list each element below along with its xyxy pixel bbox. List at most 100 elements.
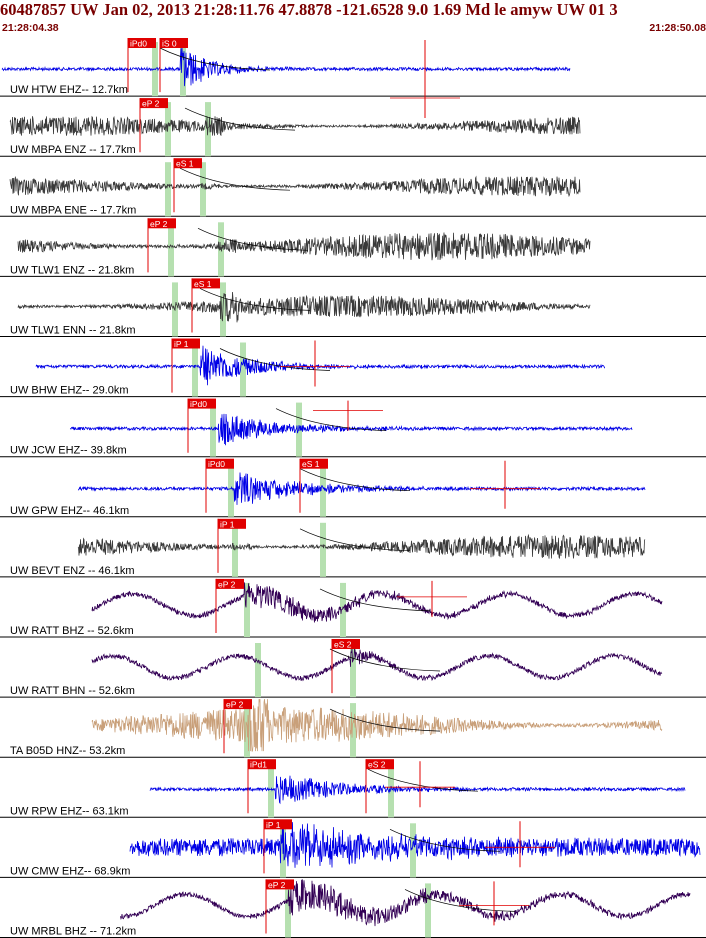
trace-row[interactable]: eP 2 UW TLW1 ENZ -- 21.8km [0,218,706,277]
phase-pick-box[interactable] [218,518,246,529]
trace-row[interactable]: eP 2 UW MBPA ENZ -- 17.7km [0,98,706,157]
pick-window-bar [388,763,394,818]
phase-pick-box[interactable] [300,458,328,469]
pick-window-bar [268,763,274,818]
pick-window-bar [410,823,416,878]
station-label: UW TLW1 ENN -- 21.8km [10,325,136,337]
trace-row[interactable]: iPd0 UW JCW EHZ-- 39.8km [0,398,706,458]
station-label: UW HTW EHZ-- 12.7km [10,84,128,96]
travel-time-curve [197,227,309,251]
trace-row[interactable]: iP 1 UW CMW EHZ-- 68.9km [0,819,706,878]
phase-pick-box[interactable] [264,819,292,830]
travel-time-curve [329,708,441,732]
phase-pick-label: iP 1 [220,519,235,529]
trace-row[interactable]: eP 2 UW MRBL BHZ -- 71.2km [0,879,706,938]
station-label: UW MRBL BHZ -- 71.2km [10,926,136,938]
phase-pick-box[interactable] [206,458,234,469]
seismogram-trace [35,345,605,386]
phase-pick-label: iPd0 [130,39,147,49]
station-label: TA B05D HNZ-- 53.2km [10,745,125,757]
phase-pick-box[interactable] [188,398,216,409]
travel-time-curve [404,889,516,912]
phase-pick-label: iPd0 [208,459,225,469]
station-label: UW MBPA ENE -- 17.7km [10,204,136,216]
phase-pick-label: eP 2 [142,99,160,109]
seismogram-trace [17,291,591,323]
seismogram-trace [1,47,571,87]
travel-time-curve [179,167,291,191]
phase-pick-box[interactable] [248,759,276,770]
trace-row[interactable]: iPd0 eS 1 UW GPW EHZ-- 46.1km [0,458,706,518]
seismogram-trace [129,821,701,868]
phase-pick-box[interactable] [160,38,188,48]
phase-pick-label: eP 2 [150,219,168,229]
phase-pick-box[interactable] [332,639,360,649]
seismogram-trace [77,472,646,505]
phase-pick-label: iPd0 [190,399,207,409]
travel-time-curve [319,588,431,612]
phase-pick-box[interactable] [172,338,200,349]
phase-pick-box[interactable] [174,158,202,169]
phase-pick-label: eP 2 [218,579,236,589]
waveform-panel[interactable]: iPd0 iS 0 UW HTW EHZ-- 12.7km eP 2 UW MBPA E… [0,36,706,938]
phase-pick-box[interactable] [366,759,394,770]
waveform-canvas[interactable]: iPd0 iS 0 UW HTW EHZ-- 12.7km eP 2 UW MBPA E… [0,36,706,938]
phase-pick-box[interactable] [266,879,294,890]
pick-window-bar [228,462,234,517]
seismogram-trace [91,699,663,752]
seismogram-trace [91,647,663,682]
phase-pick-label: iP 1 [174,339,189,349]
pick-window-bar [350,703,356,758]
pick-window-bar [240,342,246,397]
station-label: UW RATT BHZ -- 52.6km [10,625,134,637]
trace-row[interactable]: iP 1 UW BHW EHZ-- 29.0km [0,338,706,398]
pick-window-bar [165,162,171,217]
phase-pick-box[interactable] [224,699,252,710]
trace-row[interactable]: iP 1 UW BEVT ENZ -- 46.1km [0,518,706,578]
station-label: UW JCW EHZ-- 39.8km [10,445,127,457]
phase-pick-box[interactable] [128,38,156,48]
station-label: UW GPW EHZ-- 46.1km [10,505,129,517]
trace-row[interactable]: eP 2 TA B05D HNZ-- 53.2km [0,699,706,758]
seismogram-trace [17,232,591,261]
travel-time-curve [219,348,331,371]
phase-pick-label: eS 1 [302,459,320,469]
phase-pick-label: eP 2 [268,880,286,890]
pick-window-bar [285,883,291,938]
pick-window-bar [180,42,186,97]
pick-window-bar [320,462,326,517]
trace-row[interactable]: eP 2 UW RATT BHZ -- 52.6km [0,578,706,638]
pick-window-bar [192,342,198,397]
time-end-label: 21:28:50.08 [649,22,706,34]
seismogram-trace [9,115,581,137]
travel-time-curve [299,528,411,552]
trace-row[interactable]: eS 2 UW RATT BHN -- 52.6km [0,639,706,698]
station-label: UW TLW1 ENZ -- 21.8km [10,264,134,276]
seismogram-trace [91,582,663,623]
travel-time-curve [299,468,411,492]
trace-row[interactable]: eS 1 UW TLW1 ENN -- 21.8km [0,278,706,337]
seismogram-trace [77,533,646,560]
station-label: UW RATT BHN -- 52.6km [10,685,135,697]
phase-pick-label: iPd1 [250,760,267,770]
station-label: UW BHW EHZ-- 29.0km [10,385,129,397]
trace-row[interactable]: iPd1 eS 2 UW RPW EHZ-- 63.1km [0,759,706,818]
station-label: UW RPW EHZ-- 63.1km [10,805,129,817]
phase-pick-label: eP 2 [226,700,244,710]
phase-pick-box[interactable] [148,218,176,229]
trace-row[interactable]: eS 1 UW MBPA ENE -- 17.7km [0,158,706,217]
time-start-label: 21:28:04.38 [2,22,59,34]
travel-time-curve [184,107,296,131]
phase-pick-box[interactable] [192,278,220,289]
phase-pick-label: eS 2 [368,760,386,770]
phase-pick-box[interactable] [216,578,244,589]
seismogram-trace [149,775,686,805]
station-label: UW MBPA ENZ -- 17.7km [10,144,136,156]
pick-window-bar [255,643,261,698]
phase-pick-label: eS 1 [176,159,194,169]
trace-row[interactable]: iPd0 iS 0 UW HTW EHZ-- 12.7km [0,38,706,118]
seismogram-trace [120,879,691,927]
pick-window-bar [340,582,346,637]
phase-pick-box[interactable] [140,98,168,109]
phase-pick-label: eS 1 [194,279,212,289]
